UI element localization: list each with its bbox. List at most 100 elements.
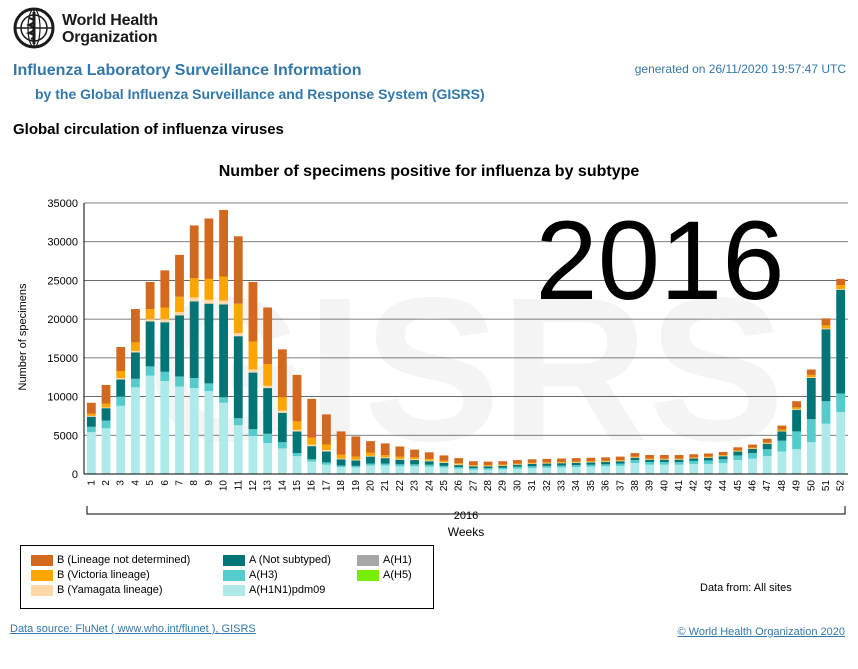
bar-segment [836, 288, 846, 290]
bar-segment [704, 460, 713, 464]
x-tick-label: 22 [395, 480, 406, 492]
bar-segment [116, 377, 126, 380]
y-tick-label: 30000 [47, 237, 78, 249]
bar-segment [145, 366, 155, 376]
bar-segment [586, 464, 596, 467]
bar-segment [439, 455, 449, 461]
bar-segment [468, 461, 478, 466]
bar-segment [263, 443, 273, 474]
bar-segment [645, 455, 655, 459]
x-tick-label: 48 [777, 480, 788, 492]
bar-segment [733, 451, 743, 456]
org-name: World Health Organization [62, 12, 158, 46]
bar-segment [263, 364, 273, 386]
legend-item: A(H1N1)pdm09 [223, 584, 325, 596]
copyright-link[interactable]: © World Health Organization 2020 [677, 626, 846, 638]
bar-segment [659, 458, 669, 460]
data-source-link[interactable]: Data source: FluNet ( www.who.int/flunet… [10, 623, 256, 635]
bar-segment [86, 415, 96, 417]
bar-segment [351, 459, 361, 461]
bar-segment [86, 416, 96, 427]
bar-segment [248, 369, 258, 373]
bar-segment [806, 377, 816, 420]
bar-segment [468, 468, 478, 470]
bar-segment [806, 377, 816, 378]
bar-segment [792, 409, 801, 432]
bar-segment [189, 301, 199, 378]
bar-segment [542, 467, 552, 474]
bar-segment [86, 432, 96, 474]
bar-segment [248, 281, 258, 342]
legend-swatch [357, 554, 379, 566]
bar-segment [454, 458, 464, 464]
bar-segment [571, 467, 581, 474]
bar-segment [160, 381, 170, 474]
bar-segment [131, 352, 140, 379]
bar-segment [689, 458, 699, 461]
chart-canvas: GISRS 0500010000150002000025000300003500… [17, 198, 848, 539]
bar-segment [263, 385, 273, 389]
bar-segment [351, 456, 361, 460]
bar-segment [219, 276, 228, 301]
bar-segment [483, 468, 493, 470]
bar-segment [513, 466, 522, 469]
bar-segment [454, 463, 464, 465]
bar-segment [836, 393, 846, 413]
bar-segment [630, 463, 640, 474]
x-tick-label: 36 [601, 480, 612, 492]
page-subtitle: by the Global Influenza Surveillance and… [35, 86, 485, 102]
bar-segment [615, 461, 625, 464]
bar-segment [175, 376, 184, 387]
bar-segment [674, 459, 684, 462]
bar-segment [527, 463, 537, 467]
x-tick-label: 28 [483, 480, 494, 492]
year-bracket [86, 506, 846, 515]
bar-segment [571, 458, 581, 462]
bar-segment [704, 457, 713, 461]
y-tick-label: 15000 [47, 353, 78, 365]
bar-segment [718, 455, 728, 456]
bar-segment [145, 319, 155, 322]
x-tick-label: 9 [204, 480, 215, 486]
bar-segment [821, 423, 831, 474]
bar-segment [806, 419, 816, 443]
bar-segment [175, 315, 184, 377]
legend-swatch [223, 554, 245, 566]
bar-segment [160, 319, 170, 323]
bar-segment [410, 466, 419, 474]
bar-segment [704, 463, 713, 474]
bar-segment [527, 466, 537, 469]
bar-segment [601, 457, 610, 461]
bar-segment [219, 402, 228, 474]
x-tick-label: 12 [248, 480, 259, 492]
bar-segment [557, 465, 566, 468]
bar-segment [748, 453, 757, 459]
bar-segment [601, 460, 610, 462]
bar-segment [689, 460, 699, 464]
bar-segment [86, 426, 96, 433]
bar-segment [557, 458, 566, 462]
bar-segment [762, 449, 772, 457]
bar-segment [292, 429, 302, 432]
bar-segment [674, 458, 684, 460]
bar-segment [615, 463, 625, 466]
bar-segment [586, 462, 596, 465]
chart-legend: B (Lineage not determined) B (Victoria li… [20, 545, 434, 609]
bar-segment [233, 425, 243, 474]
bar-segment [762, 456, 772, 474]
bar-segment [718, 459, 728, 464]
bar-segment [263, 433, 273, 444]
bar-segment [586, 461, 596, 462]
bar-segment [160, 270, 170, 308]
bar-segment [439, 462, 449, 466]
chart-bars [86, 209, 846, 474]
bar-segment [645, 461, 655, 465]
bar-segment [307, 444, 317, 447]
section-title: Global circulation of influenza viruses [13, 121, 284, 138]
bar-segment [277, 397, 287, 411]
bar-segment [248, 372, 258, 430]
bar-segment [101, 407, 111, 409]
bar-segment [468, 469, 478, 474]
bar-segment [145, 321, 155, 367]
